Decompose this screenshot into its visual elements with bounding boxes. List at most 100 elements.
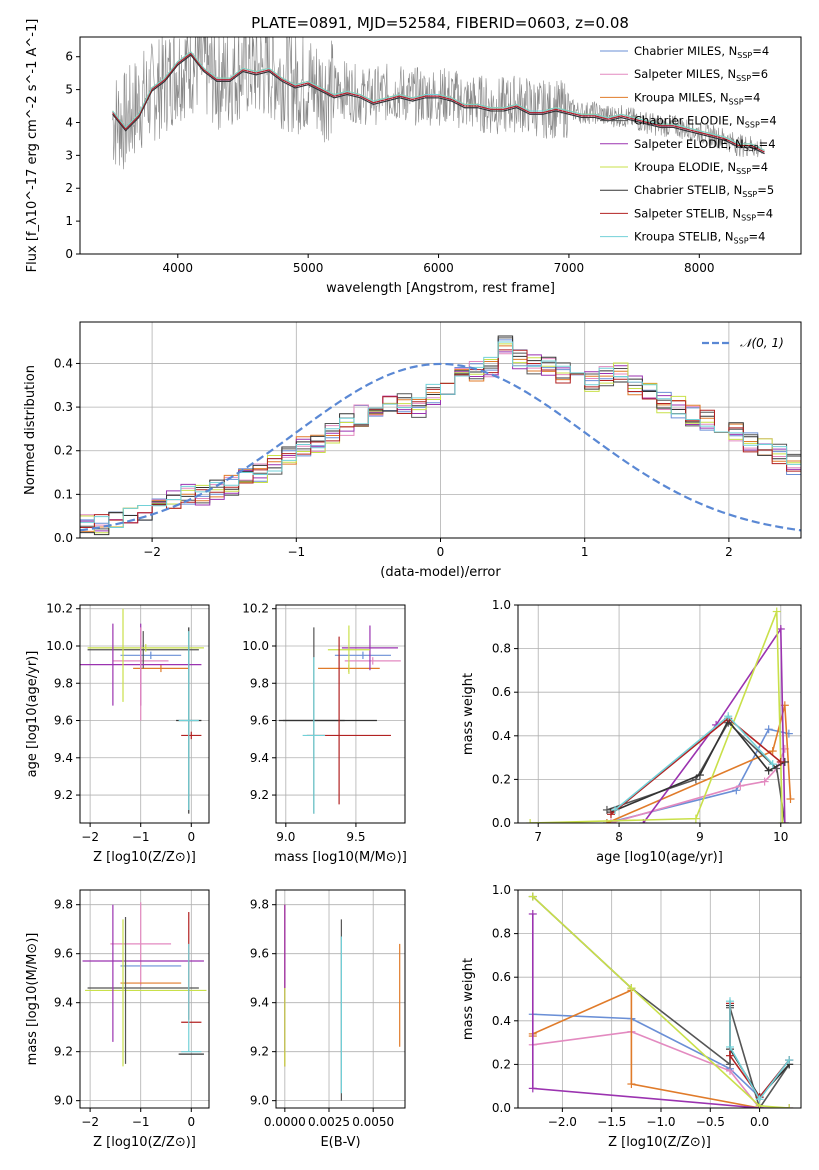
axes-frame [517, 889, 802, 1109]
legend-entry: Chabrier ELODIE, NSSP=4 [634, 114, 777, 130]
y-tick-label: 10.2 [242, 602, 269, 616]
legend-entry: Kroupa ELODIE, NSSP=4 [634, 160, 768, 176]
y-tick-label: 0.6 [492, 685, 511, 699]
x-tick-label: 10 [773, 830, 788, 844]
histogram-line [80, 351, 801, 532]
legend-sub: SSP [742, 190, 757, 199]
chart-residuals: −2 −1 0 1 2 0.0 0.1 0.2 0.3 0.4 𝒩(0, 1) (data-model… [23, 321, 802, 580]
legend-sub: SSP [729, 97, 744, 106]
legend-eq: =5 [757, 183, 774, 197]
y-tick-label: 0.2 [492, 772, 511, 786]
y-tick-label: 5 [65, 83, 73, 97]
legend-entry: Kroupa MILES, NSSP=4 [634, 90, 760, 106]
y-tick-label: 10.0 [242, 639, 269, 653]
y-tick-label: 0.4 [54, 356, 73, 370]
legend-sub: SSP [737, 51, 752, 60]
y-tick-label: 9.0 [250, 1094, 269, 1108]
legend-entry: Chabrier MILES, NSSP=4 [634, 44, 769, 60]
y-tick-label: 9.2 [250, 1045, 269, 1059]
x-tick-label: −1 [132, 830, 150, 844]
axes-frame [275, 889, 406, 1109]
legend-entry: Chabrier STELIB, NSSP=5 [634, 183, 774, 199]
histogram-line [80, 345, 801, 532]
x-axis-label: mass [log10(M/M⊙)] [274, 850, 407, 865]
x-tick-label: −0.5 [696, 1115, 725, 1129]
axes-frame [517, 604, 802, 824]
y-tick-label: 6 [65, 50, 73, 64]
axes-frame [79, 321, 802, 539]
x-tick-label: 7000 [554, 261, 585, 275]
y-tick-label: 0.1 [54, 487, 73, 501]
legend-sub: SSP [736, 74, 751, 83]
x-tick-label: 0 [187, 830, 195, 844]
y-tick-label: 0.2 [492, 1057, 511, 1071]
y-tick-label: 0.4 [492, 1014, 511, 1028]
x-tick-label: 4000 [163, 261, 194, 275]
y-tick-label: 3 [65, 148, 73, 162]
y-tick-label: 9.2 [54, 1045, 73, 1059]
legend-eq: =4 [744, 90, 761, 104]
legend-eq: =4 [759, 137, 776, 151]
chart-weight-vs-age: 7 8 9 10 0.0 0.2 0.4 0.6 0.8 1.0 age [log10(age/yr… [461, 598, 802, 865]
legend-entry: Kroupa STELIB, NSSP=4 [634, 230, 765, 246]
x-tick-label: 0.0 [750, 1115, 769, 1129]
x-axis-label: Z [log10(Z/Z⊙)] [93, 850, 196, 865]
chart-weight-vs-Z: −2.0 −1.5 −1.0 −0.5 0.0 0.0 0.2 0.4 0.6 0.8 1.0 Z [… [461, 883, 802, 1150]
x-axis-label: Z [log10(Z/Z⊙)] [608, 1135, 711, 1150]
y-tick-label: 0.0 [492, 1101, 511, 1115]
legend-sub: SSP [734, 237, 749, 246]
weight-line [532, 895, 790, 1108]
y-tick-label: 0.4 [492, 729, 511, 743]
data-spectrum-line [112, 37, 763, 170]
y-tick-label: 0.0 [54, 531, 73, 545]
y-tick-label: 0 [65, 247, 73, 261]
y-axis-label: Normed distribution [23, 365, 38, 495]
y-axis-label: mass weight [461, 673, 476, 755]
axes-frame [275, 604, 406, 824]
y-axis-label: mass [log10(M/M⊙)] [25, 933, 40, 1066]
x-tick-label: 6000 [423, 261, 454, 275]
histogram-line [80, 349, 801, 528]
x-tick-label: −1 [132, 1115, 150, 1129]
x-tick-label: 9 [696, 830, 704, 844]
y-tick-label: 9.6 [54, 947, 73, 961]
histogram-line [80, 335, 801, 536]
x-tick-label: 9.5 [346, 830, 365, 844]
y-axis-label: age [log10(age/yr)] [25, 651, 40, 778]
x-axis-label: age [log10(age/yr)] [596, 850, 723, 865]
model-spectrum-line [112, 54, 765, 155]
y-axis-label: mass weight [461, 958, 476, 1040]
x-axis-label: wavelength [Angstrom, rest frame] [326, 281, 555, 296]
y-tick-label: 9.2 [54, 788, 73, 802]
y-tick-label: 0.2 [54, 444, 73, 458]
y-tick-label: 9.8 [54, 898, 73, 912]
y-tick-label: 0.0 [492, 816, 511, 830]
weight-line [532, 1030, 761, 1108]
legend-eq: =4 [760, 114, 777, 128]
x-tick-label: 0.0000 [264, 1115, 306, 1129]
y-tick-label: 1 [65, 214, 73, 228]
histogram-line [80, 343, 801, 534]
x-tick-label: −1.5 [597, 1115, 626, 1129]
chart-mass-vs-ebv: 0.0000 0.0025 0.0050 9.0 9.2 9.4 9.6 9.8 E(B-V) [250, 889, 406, 1150]
y-tick-label: 9.6 [250, 947, 269, 961]
weight-line [530, 611, 784, 823]
y-tick-label: 0.8 [492, 927, 511, 941]
axes-frame [79, 604, 210, 824]
x-axis-label: E(B-V) [320, 1135, 360, 1150]
chart-age-vs-mass: 9.0 9.5 9.2 9.4 9.6 9.8 10.0 10.2 mass [log10(M/… [242, 602, 407, 865]
model-spectrum-line [112, 52, 765, 153]
y-tick-label: 10.2 [46, 602, 73, 616]
chart-spectrum: 4000 5000 6000 7000 8000 0 1 2 3 4 5 6 Chabrier MILE… [25, 19, 802, 296]
weight-line [606, 705, 792, 823]
y-tick-label: 0.3 [54, 400, 73, 414]
legend-sub: SSP [744, 144, 759, 153]
histogram-line [80, 341, 801, 529]
x-axis-label: Z [log10(Z/Z⊙)] [93, 1135, 196, 1150]
x-tick-label: 0 [437, 545, 445, 559]
x-tick-label: 1 [581, 545, 589, 559]
x-tick-label: 2 [725, 545, 733, 559]
x-tick-label: −2 [143, 545, 161, 559]
plot-area [80, 335, 801, 536]
